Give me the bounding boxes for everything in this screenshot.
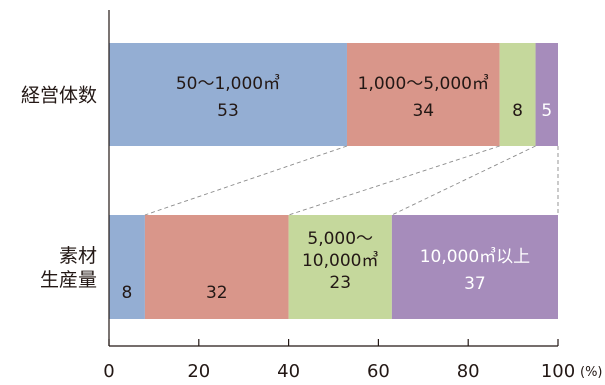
data-label: 32 <box>206 283 228 303</box>
category-label: 生産量 <box>40 269 97 291</box>
bar-segment <box>109 43 347 146</box>
bar-segment <box>346 43 500 146</box>
bars-layer <box>109 43 558 319</box>
connector-line <box>144 145 348 216</box>
bar-segment <box>144 215 289 319</box>
x-tick-label: 80 <box>457 361 480 382</box>
bar-segment <box>535 43 558 146</box>
bar-segment <box>109 215 145 319</box>
data-label: 1,000〜5,000㎥ <box>358 74 489 94</box>
connector-line <box>391 145 536 216</box>
bar-segment <box>499 43 536 146</box>
data-label: 10,000㎥以上 <box>420 247 530 267</box>
x-unit-label: (%) <box>580 365 603 380</box>
data-label: 8 <box>122 283 133 303</box>
axes-layer: 0 20 40 60 80 100 (%) <box>103 10 603 382</box>
data-label: 23 <box>329 273 351 293</box>
data-label: 5 <box>541 101 552 121</box>
data-label: 10,000㎥ <box>302 251 378 271</box>
data-label: 53 <box>217 101 239 121</box>
data-label: 8 <box>512 101 523 121</box>
x-tick-label: 20 <box>187 361 210 382</box>
connector-line <box>288 145 500 216</box>
x-tick-label: 0 <box>103 361 114 382</box>
x-tick-label: 40 <box>277 361 300 382</box>
data-label: 34 <box>412 101 434 121</box>
category-label: 経営体数 <box>21 85 97 107</box>
bar-segment <box>288 215 392 319</box>
connectors-layer <box>144 145 559 216</box>
category-label: 素材 <box>59 245 97 267</box>
data-label: 50〜1,000㎥ <box>176 74 280 94</box>
data-label: 37 <box>464 274 486 294</box>
x-tick-label: 100 <box>541 361 575 382</box>
x-tick-label: 60 <box>367 361 390 382</box>
data-label: 5,000〜 <box>307 229 373 249</box>
bar-segment <box>391 215 558 319</box>
